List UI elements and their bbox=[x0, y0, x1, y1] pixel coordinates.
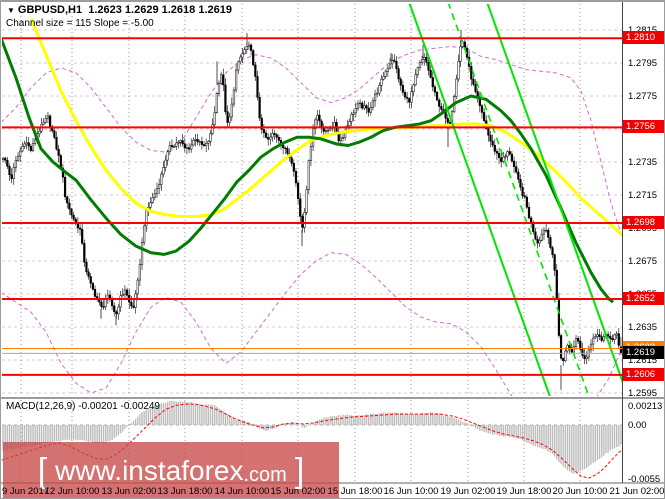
macd-axis-label: -0.0055 bbox=[628, 474, 661, 486]
time-tick-label: 15 Jun 02:00 bbox=[270, 486, 326, 497]
time-tick-label: 16 Jun 10:00 bbox=[383, 486, 439, 497]
price-badge: 1.2756 bbox=[623, 120, 664, 134]
symbol-label: GBPUSD,H1 bbox=[17, 4, 83, 16]
channel-info-line: Channel size = 115 Slope = -5.00 bbox=[6, 18, 154, 29]
time-tick-label: 14 Jun 10:00 bbox=[214, 486, 270, 497]
macd-title: MACD(12,26,9) bbox=[6, 401, 76, 412]
price-tick-label: 1.2715 bbox=[628, 190, 658, 201]
time-tick-label: 13 Jun 18:00 bbox=[157, 486, 213, 497]
time-tick-label: 9 Jun 2017 bbox=[2, 486, 50, 497]
time-tick-label: 20 Jun 10:00 bbox=[552, 486, 608, 497]
price-badge: 1.2810 bbox=[623, 31, 664, 45]
price-badge: 1.2606 bbox=[623, 367, 664, 381]
macd-axis-label: 0.00 bbox=[628, 420, 647, 431]
time-tick-label: 19 Jun 18:00 bbox=[496, 486, 552, 497]
price-tick-label: 1.2735 bbox=[628, 157, 658, 168]
time-tick-label: 19 Jun 02:00 bbox=[440, 486, 496, 497]
price-badge: 1.2698 bbox=[623, 216, 664, 230]
price-badge: 1.2619 bbox=[623, 346, 664, 360]
macd-indicator-label: MACD(12,26,9) -0.00201 -0.00249 bbox=[6, 401, 160, 412]
symbol-ohlc-line: ▼ GBPUSD,H1 1.2623 1.2629 1.2618 1.2619 bbox=[7, 4, 232, 16]
price-badge: 1.2652 bbox=[623, 291, 664, 305]
price-tick-label: 1.2595 bbox=[628, 388, 658, 399]
chevron-down-icon[interactable]: ▼ bbox=[7, 6, 15, 15]
time-tick-label: 15 Jun 18:00 bbox=[327, 486, 383, 497]
price-tick-label: 1.2795 bbox=[628, 58, 658, 69]
macd-main-value: -0.00201 bbox=[78, 401, 118, 412]
price-tick-label: 1.2635 bbox=[628, 322, 658, 333]
price-tick-label: 1.2775 bbox=[628, 91, 658, 102]
ohlc-values: 1.2623 1.2629 1.2618 1.2619 bbox=[88, 4, 232, 16]
price-tick-label: 1.2615 bbox=[628, 355, 658, 366]
price-tick-label: 1.2675 bbox=[628, 256, 658, 267]
time-tick-label: 12 Jun 10:00 bbox=[44, 486, 100, 497]
macd-signal-value: -0.00249 bbox=[120, 401, 160, 412]
macd-axis-label: 0.00213 bbox=[628, 401, 663, 412]
time-tick-label: 13 Jun 02:00 bbox=[101, 486, 157, 497]
price-tick-label: 1.2815 bbox=[628, 25, 657, 36]
time-tick-label: 21 Jun 02:00 bbox=[609, 486, 665, 497]
